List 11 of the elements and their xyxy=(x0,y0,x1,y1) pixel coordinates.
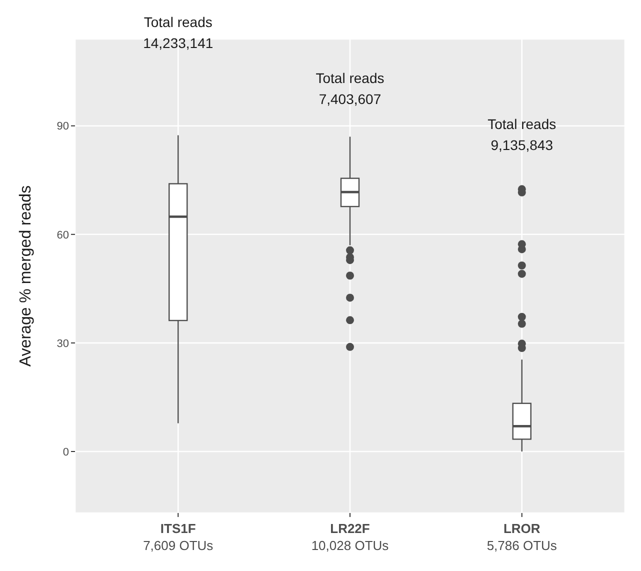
x-tick-label: ITS1F 7,609 OTUs xyxy=(143,521,214,553)
x-tick-label: LR22F 10,028 OTUs xyxy=(311,521,390,553)
annotation: Total reads 9,135,843 xyxy=(486,115,558,155)
x-tick-label: LROR 5,786 OTUs xyxy=(486,521,558,553)
y-tick-label: 30 xyxy=(56,338,69,350)
y-axis-title: Average % merged reads xyxy=(18,185,35,367)
y-tick-label: 90 xyxy=(56,120,69,133)
y-tick-label: 60 xyxy=(56,229,69,242)
annotation: Total reads 14,233,141 xyxy=(142,13,214,53)
y-tick-label: 0 xyxy=(62,446,69,458)
annotation: Total reads 7,403,607 xyxy=(314,69,386,109)
